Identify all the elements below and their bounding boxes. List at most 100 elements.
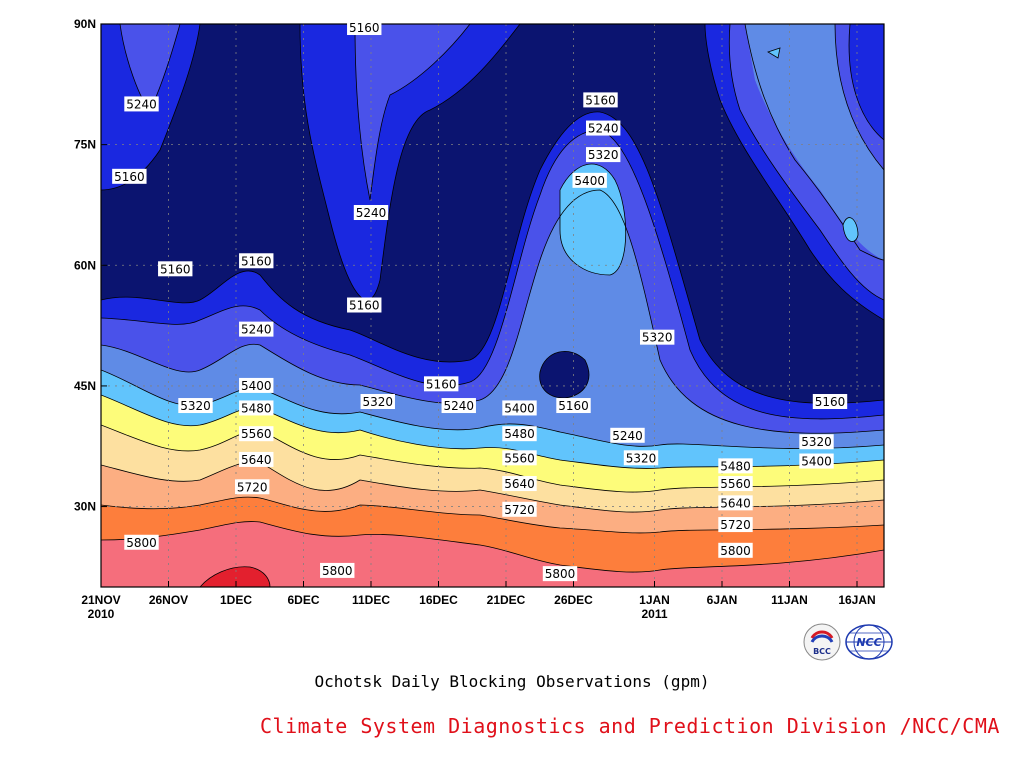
contour-label-text: 5720: [504, 503, 535, 517]
svg-text:NCC: NCC: [856, 636, 881, 649]
contour-label-box: [320, 562, 355, 578]
contour-label: 5240: [586, 120, 621, 136]
contour-label: 5480: [239, 400, 274, 416]
division-credit: Climate System Diagnostics and Predictio…: [260, 714, 1000, 738]
contour-label-text: 5640: [504, 477, 535, 491]
contour-label: 5240: [610, 427, 645, 443]
contour-labels: 5240 5160 5160 5160 5240 5160 5240 5160 5160 5320…: [112, 20, 848, 582]
band-5160-north-b: [300, 24, 520, 300]
contour-label-text: 5720: [237, 480, 268, 494]
contour-label: 5320: [586, 147, 621, 163]
y-axis: 90N 75N 60N 45N 30N: [74, 17, 107, 514]
plot-frame: [100, 23, 885, 588]
contour-label: 5160: [812, 394, 848, 410]
contour-label-text: 5320: [180, 399, 211, 413]
contour-label-box: [502, 450, 537, 466]
contour-label-text: 5240: [126, 97, 157, 111]
contour-label: 5160: [239, 253, 274, 269]
contour-label-box: [799, 453, 834, 469]
contour-label-text: 5400: [574, 174, 605, 188]
contour-label-box: [623, 450, 659, 466]
contour-label-text: 5320: [801, 435, 832, 449]
contour-label: 5320: [623, 450, 659, 466]
contour-label-text: 5400: [241, 379, 272, 393]
contour-label: 5160: [424, 376, 459, 392]
contour-label-text: 5640: [241, 453, 272, 467]
contour-label-box: [610, 427, 645, 443]
contour-label-text: 5160: [114, 170, 145, 184]
contour-label-text: 5240: [443, 399, 474, 413]
contour-label-box: [441, 398, 476, 414]
contour-label-box: [353, 205, 389, 221]
contour-label-box: [124, 96, 159, 112]
contour-label: 5400: [239, 377, 274, 393]
contour-label-box: [239, 321, 274, 337]
y-tick-label: 90N: [74, 17, 96, 31]
contour-label-box: [718, 495, 753, 511]
contour-label-box: [586, 120, 621, 136]
y-tick-label: 45N: [74, 379, 96, 393]
contour-label-box: [239, 377, 274, 393]
contour-label: 5240: [441, 398, 476, 414]
x-tick-label: 11JAN: [771, 593, 808, 607]
contour-label-text: 5160: [160, 262, 191, 276]
contour-label-text: 5800: [322, 564, 353, 578]
contour-label: 5160: [347, 20, 382, 36]
contour-label: 5800: [718, 542, 753, 558]
x-tick-year-label: 2010: [88, 607, 115, 621]
contour-label-box: [718, 458, 753, 474]
x-tick-label: 26NOV: [149, 593, 188, 607]
contour-label-text: 5160: [558, 399, 589, 413]
y-tick-label: 75N: [74, 138, 96, 152]
contour-label-box: [556, 398, 591, 414]
contour-label: 5160: [112, 168, 147, 184]
contour-label-box: [158, 261, 193, 277]
x-tick-label: 6JAN: [707, 593, 738, 607]
contour-label-box: [424, 376, 459, 392]
contour-label-text: 5160: [426, 377, 457, 391]
contour-label: 5480: [718, 458, 753, 474]
contour-label-box: [718, 476, 753, 492]
x-tick-label: 16JAN: [838, 593, 875, 607]
chart-title: Ochotsk Daily Blocking Observations (gpm…: [314, 672, 710, 691]
contour-label: 5640: [239, 451, 274, 467]
y-tick-label: 60N: [74, 258, 96, 272]
contour-label-text: 5160: [585, 93, 616, 107]
contour-label: 5160: [583, 92, 618, 108]
band-5800: [101, 521, 884, 587]
band-5240-north-a: [120, 24, 180, 110]
contour-label: 5800: [124, 534, 159, 550]
contour-label: 5560: [502, 450, 537, 466]
contour-lines: [101, 24, 884, 587]
small-cell-east: [842, 217, 859, 242]
contour-label: 5240: [124, 96, 159, 112]
x-tick-label: 16DEC: [419, 593, 458, 607]
contour-label-box: [586, 147, 621, 163]
contour-label-box: [799, 434, 834, 450]
contour-label-text: 5560: [720, 477, 751, 491]
contour-label: 5560: [239, 426, 274, 442]
x-tick-label: 1DEC: [220, 593, 252, 607]
contour-label-box: [502, 426, 537, 442]
contour-label-text: 5560: [504, 451, 535, 465]
contour-label-text: 5720: [720, 518, 751, 532]
contour-label-box: [502, 476, 537, 492]
cell-5160-dec24: [539, 351, 589, 398]
contour-label-box: [360, 394, 395, 410]
contour-label-text: 5800: [545, 567, 576, 581]
contour-label-text: 5480: [504, 427, 535, 441]
contour-label-text: 5320: [642, 331, 673, 345]
contour-label-box: [718, 517, 753, 533]
contour-label-text: 5320: [588, 148, 619, 162]
contour-label: 5640: [502, 476, 537, 492]
contour-label-text: 5480: [720, 459, 751, 473]
contour-label-text: 5800: [126, 536, 157, 550]
y-tick-label: 30N: [74, 500, 96, 514]
contour-label: 5320: [640, 329, 675, 345]
contour-label-text: 5160: [241, 254, 272, 268]
contour-label: 5720: [235, 479, 270, 495]
contour-label-box: [124, 534, 159, 550]
x-tick-year-label: 2011: [641, 607, 667, 621]
